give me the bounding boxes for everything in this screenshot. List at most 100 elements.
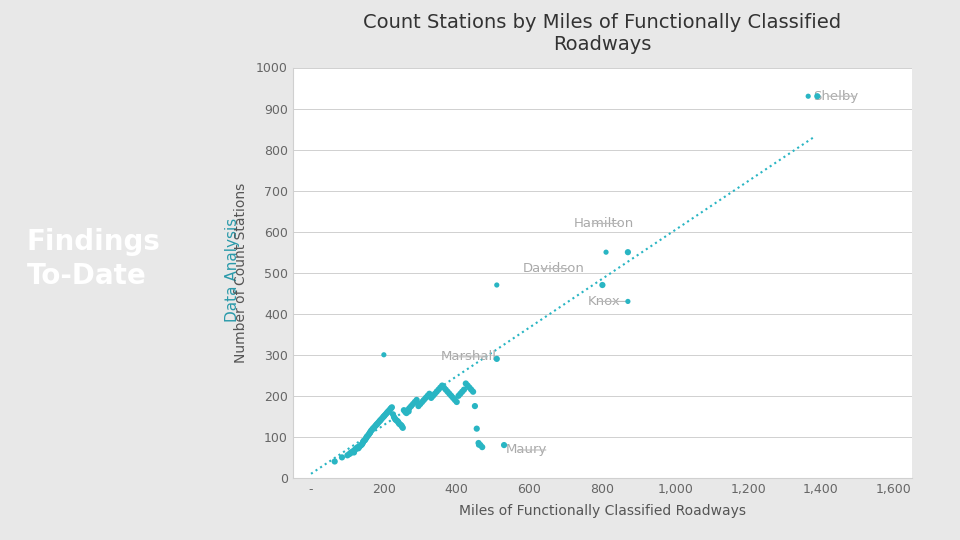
Point [454, 387, 469, 396]
Point [354, 440, 370, 449]
Point [355, 437, 371, 446]
Text: Davidson: Davidson [522, 262, 584, 275]
Point [489, 281, 504, 289]
Point [366, 423, 381, 432]
Point [420, 392, 435, 400]
Point [423, 394, 439, 402]
Point [347, 448, 362, 457]
Point [392, 420, 407, 428]
Point [401, 407, 417, 416]
Point [440, 387, 455, 396]
Point [355, 438, 371, 447]
Point [594, 281, 611, 289]
Text: Data Analysis: Data Analysis [225, 218, 240, 322]
Point [403, 402, 419, 410]
Point [340, 451, 355, 460]
Point [435, 381, 450, 390]
Point [386, 413, 401, 422]
Point [470, 441, 486, 449]
Point [401, 404, 417, 413]
Point [396, 406, 412, 415]
Point [364, 427, 379, 435]
Point [466, 387, 481, 396]
Title: Count Stations by Miles of Functionally Classified
Roadways: Count Stations by Miles of Functionally … [363, 12, 842, 53]
Point [383, 404, 398, 413]
Point [474, 443, 490, 451]
Point [348, 444, 364, 453]
Point [358, 435, 373, 443]
Point [391, 418, 406, 427]
Point [346, 447, 361, 456]
Point [350, 444, 366, 453]
Y-axis label: Number of Count Stations: Number of Count Stations [233, 183, 248, 363]
Point [620, 297, 636, 306]
Point [398, 409, 414, 417]
Point [429, 387, 444, 396]
Point [421, 389, 437, 398]
Point [370, 420, 385, 428]
Text: Shelby: Shelby [813, 90, 858, 103]
Point [418, 394, 433, 402]
Point [393, 420, 408, 429]
Point [353, 441, 369, 449]
Point [398, 408, 414, 416]
Point [400, 406, 416, 415]
Point [377, 411, 393, 420]
Point [472, 441, 488, 449]
Point [369, 420, 384, 429]
Point [361, 430, 376, 439]
Point [415, 397, 430, 406]
Point [359, 434, 374, 442]
Point [369, 421, 384, 430]
Point [442, 389, 457, 398]
Point [469, 424, 485, 433]
Point [362, 428, 377, 437]
Point [379, 409, 395, 417]
Point [417, 396, 432, 404]
Point [489, 355, 504, 363]
Text: Hamilton: Hamilton [573, 217, 634, 230]
Point [376, 412, 392, 421]
Point [378, 410, 394, 418]
Point [380, 407, 396, 416]
Point [334, 453, 349, 462]
Point [451, 392, 467, 400]
Point [383, 404, 398, 413]
Point [395, 422, 410, 431]
Point [365, 424, 380, 433]
Point [411, 402, 426, 410]
Point [397, 407, 413, 416]
Point [425, 392, 441, 400]
Point [470, 438, 486, 447]
Point [376, 350, 392, 359]
Point [372, 416, 388, 425]
Point [445, 394, 461, 402]
Point [371, 418, 386, 427]
Point [351, 443, 367, 451]
Point [350, 443, 366, 451]
Point [809, 92, 825, 100]
Point [382, 406, 397, 415]
Point [458, 379, 473, 388]
Point [359, 433, 374, 441]
Point [620, 248, 636, 256]
Point [375, 413, 391, 422]
Point [390, 417, 405, 426]
Point [444, 392, 459, 400]
Point [343, 449, 358, 457]
Text: Marshall: Marshall [441, 350, 496, 363]
Point [367, 422, 382, 431]
Point [438, 386, 453, 394]
Point [380, 408, 396, 416]
Point [394, 421, 409, 430]
Point [344, 448, 359, 457]
Point [433, 383, 448, 392]
Point [373, 415, 389, 424]
Point [453, 389, 468, 398]
Point [363, 428, 378, 436]
Point [347, 446, 362, 454]
Point [388, 415, 403, 424]
Point [365, 425, 380, 434]
Point [464, 386, 479, 394]
X-axis label: Miles of Functionally Classified Roadways: Miles of Functionally Classified Roadway… [459, 504, 746, 518]
